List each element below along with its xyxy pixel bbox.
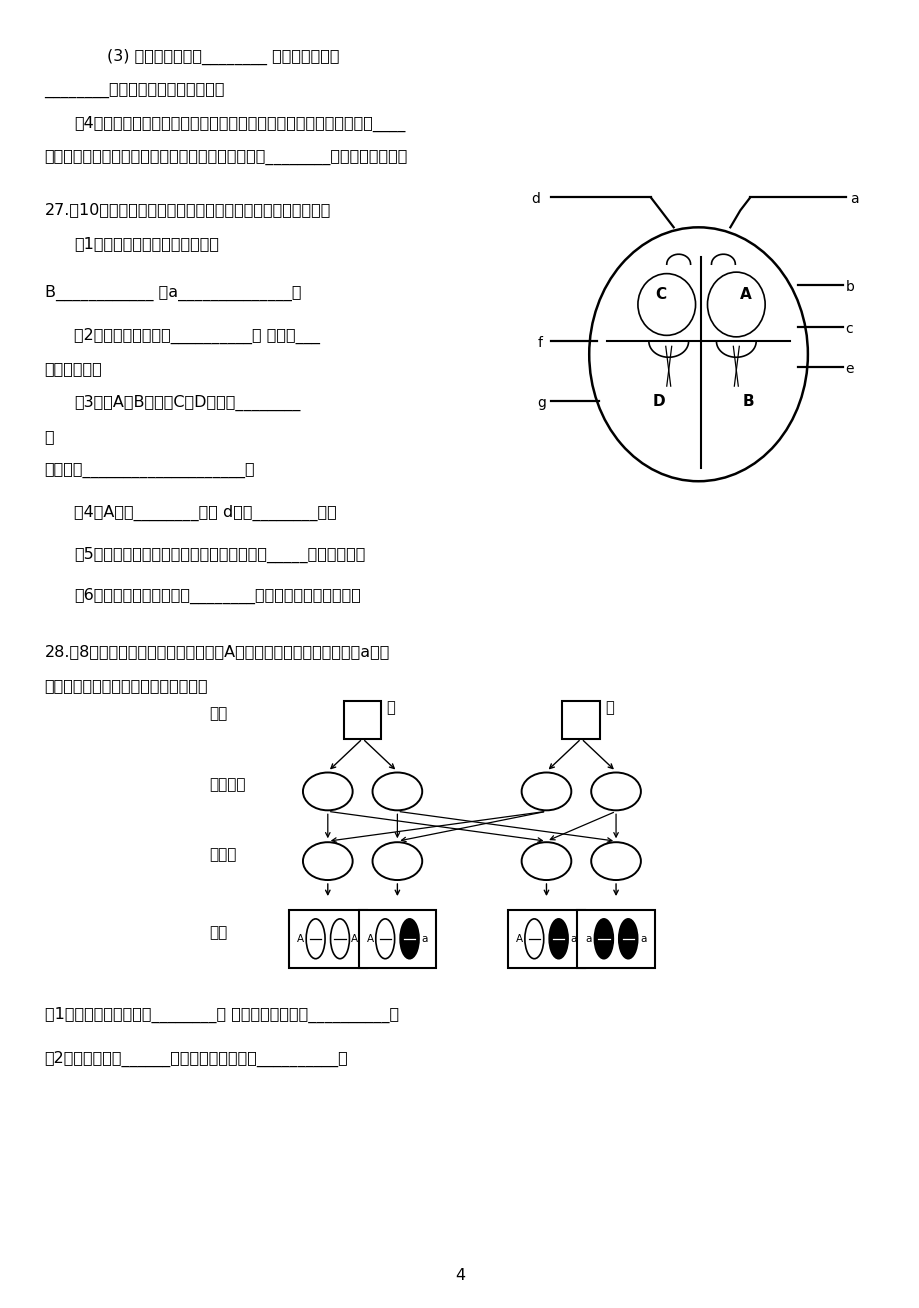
Text: 亲本: 亲本	[210, 706, 228, 721]
Ellipse shape	[306, 920, 324, 959]
Text: b: b	[845, 280, 854, 293]
Ellipse shape	[375, 920, 394, 959]
Text: （4）如果仅从右图花的结构分析，在鲜花店工作的你，最关注的应是____: （4）如果仅从右图花的结构分析，在鲜花店工作的你，最关注的应是____	[74, 116, 405, 132]
Text: 生殖细胞: 生殖细胞	[210, 777, 245, 793]
Bar	[507, 910, 584, 968]
Text: a: a	[570, 934, 576, 944]
Ellipse shape	[372, 773, 422, 811]
Bar	[358, 910, 436, 968]
Ellipse shape	[591, 773, 641, 811]
Ellipse shape	[588, 228, 807, 481]
Text: a: a	[421, 934, 427, 944]
Text: A: A	[740, 286, 752, 302]
Ellipse shape	[302, 842, 352, 880]
Text: 。（填字母）: 。（填字母）	[44, 361, 102, 377]
Text: c: c	[845, 322, 852, 336]
Text: a: a	[640, 934, 646, 944]
Text: 母: 母	[605, 700, 613, 715]
Bar	[344, 701, 381, 739]
Text: （4）A中流________血， d中流________血。: （4）A中流________血， d中流________血。	[74, 505, 336, 521]
Bar	[576, 910, 654, 968]
Text: （1）父亲的基因组成是________， 母亲的基因组成是__________。: （1）父亲的基因组成是________， 母亲的基因组成是__________。	[44, 1006, 398, 1023]
Text: （花柱或花瓣）；作为养蜂专业户的你，最关注的是________（花药或胚珠）。: （花柱或花瓣）；作为养蜂专业户的你，最关注的是________（花药或胚珠）。	[44, 150, 407, 165]
Ellipse shape	[549, 920, 567, 959]
Text: 4: 4	[454, 1267, 465, 1283]
Ellipse shape	[618, 920, 637, 959]
Text: 制，请据下面的遗传图解，回答问题：: 制，请据下面的遗传图解，回答问题：	[44, 678, 208, 693]
Text: 父: 父	[386, 700, 395, 715]
Text: g: g	[537, 396, 546, 411]
Ellipse shape	[594, 920, 613, 959]
Ellipse shape	[524, 920, 543, 959]
Text: ，: ，	[44, 429, 54, 443]
Ellipse shape	[400, 920, 418, 959]
Text: A: A	[297, 934, 304, 944]
Text: （6）心脏有四个腔，其中________的心壁最厕。（填字母）: （6）心脏有四个腔，其中________的心壁最厕。（填字母）	[74, 589, 361, 604]
Text: B: B	[742, 394, 754, 408]
Text: A: A	[351, 934, 358, 944]
Text: a: a	[849, 192, 857, 207]
Text: e: e	[845, 362, 853, 377]
Text: （2）肺循环的起点是__________， 终点是___: （2）肺循环的起点是__________， 终点是___	[74, 327, 320, 344]
Text: f: f	[537, 336, 542, 351]
Text: 27.（10分）右图是人体心脏结构示意图，据图回答下列问题：: 27.（10分）右图是人体心脏结构示意图，据图回答下列问题：	[44, 201, 331, 217]
Bar	[289, 910, 366, 968]
Text: A: A	[516, 934, 522, 944]
Text: A: A	[367, 934, 373, 944]
Ellipse shape	[330, 920, 349, 959]
Text: （2）父亲能产生______种精子，其基因型是__________。: （2）父亲能产生______种精子，其基因型是__________。	[44, 1050, 348, 1066]
Text: D: D	[652, 394, 664, 408]
Text: （1）写出下列各个结构的名称：: （1）写出下列各个结构的名称：	[74, 235, 219, 251]
Text: B____________ ，a______________。: B____________ ，a______________。	[44, 285, 301, 301]
Ellipse shape	[521, 842, 571, 880]
Text: （3）在A与B之间、C与D之间有________: （3）在A与B之间、C与D之间有________	[74, 395, 301, 411]
Text: C: C	[654, 286, 665, 302]
Text: 子代: 子代	[210, 925, 228, 940]
Text: 其作用是____________________。: 其作用是____________________。	[44, 463, 255, 477]
Text: (3) 此桃花授粉后，________ 能发育成种子；: (3) 此桃花授粉后，________ 能发育成种子；	[107, 48, 339, 65]
Bar	[562, 701, 599, 739]
Text: d: d	[531, 192, 539, 207]
Ellipse shape	[521, 773, 571, 811]
Text: 受精卵: 受精卵	[210, 848, 236, 862]
Text: a: a	[585, 934, 592, 944]
Ellipse shape	[372, 842, 422, 880]
Ellipse shape	[302, 773, 352, 811]
Text: ________能发育成果皮。（填序号）: ________能发育成果皮。（填序号）	[44, 82, 225, 98]
Text: （5）静脉注射的青霖素药物最先到达心脏的_____。（填字母）: （5）静脉注射的青霖素药物最先到达心脏的_____。（填字母）	[74, 547, 366, 562]
Ellipse shape	[591, 842, 641, 880]
Text: 28.（8分）人类皮踤正常由显性基因（A）控制，白化病由隐性基因（a）控: 28.（8分）人类皮踤正常由显性基因（A）控制，白化病由隐性基因（a）控	[44, 644, 390, 659]
